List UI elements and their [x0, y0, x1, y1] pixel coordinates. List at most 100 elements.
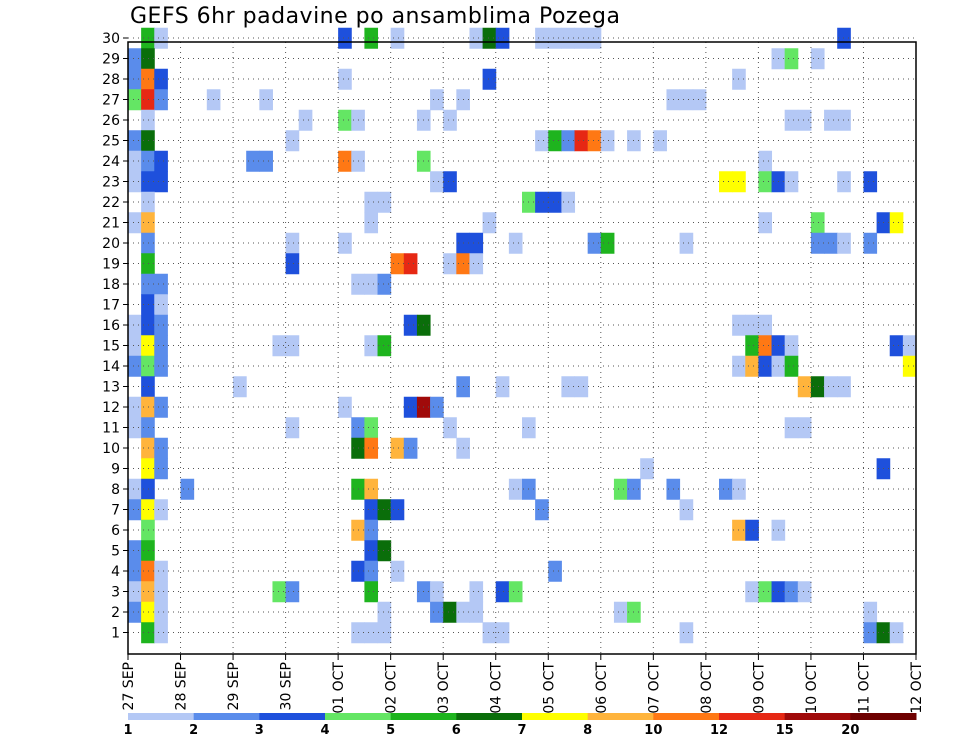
heatmap-cell: [902, 335, 917, 357]
heatmap-cell: [154, 396, 168, 418]
heatmap-cell: [758, 171, 773, 193]
heatmap-cell: [141, 437, 155, 459]
heatmap-cell: [824, 376, 838, 398]
heatmap-cell: [443, 417, 457, 439]
heatmap-cell: [128, 314, 142, 336]
y-tick-label: 15: [102, 339, 120, 355]
heatmap-cell: [797, 581, 812, 603]
heatmap-cell: [259, 89, 273, 111]
x-tick-label: 12 OCT: [909, 662, 925, 714]
heatmap-cell: [128, 68, 142, 90]
heatmap-cell: [141, 458, 155, 480]
heatmap-cell: [141, 68, 155, 90]
colorbar-swatch: [653, 713, 720, 720]
heatmap-cell: [535, 27, 549, 49]
heatmap-cell: [574, 376, 589, 398]
heatmap-cell: [154, 273, 168, 295]
heatmap-cell: [745, 335, 759, 357]
heatmap-cell: [797, 376, 812, 398]
heatmap-cell: [364, 212, 379, 234]
heatmap-cell: [797, 417, 812, 439]
heatmap-cell: [154, 355, 168, 377]
heatmap-cell: [364, 437, 379, 459]
heatmap-cell: [469, 581, 484, 603]
heatmap-cell: [837, 232, 851, 254]
heatmap-cell: [863, 232, 878, 254]
x-tick-label: 02 OCT: [384, 662, 400, 714]
heatmap-cell: [141, 294, 155, 316]
heatmap-cell: [443, 171, 457, 193]
heatmap-cell: [587, 27, 602, 49]
heatmap-cell: [128, 499, 142, 521]
heatmap-cell: [128, 601, 142, 623]
heatmap-cell: [679, 89, 694, 111]
heatmap-cell: [364, 540, 379, 562]
heatmap-cell: [285, 581, 300, 603]
heatmap-cell: [154, 27, 168, 49]
x-tick-label: 06 OCT: [594, 662, 610, 714]
heatmap-cell: [141, 232, 155, 254]
colorbar-swatch: [456, 713, 523, 720]
heatmap-cell: [784, 109, 799, 131]
heatmap-cell: [758, 314, 773, 336]
y-tick-label: 14: [102, 359, 120, 375]
colorbar-label: 4: [320, 723, 329, 738]
heatmap-cell: [692, 89, 707, 111]
x-tick-label: 03 OCT: [436, 662, 452, 714]
heatmap-cell: [495, 581, 510, 603]
heatmap-cell: [548, 191, 562, 213]
heatmap-cell: [141, 150, 155, 172]
heatmap-cell: [469, 601, 484, 623]
heatmap-cell: [535, 499, 549, 521]
heatmap-cell: [377, 191, 392, 213]
colorbar-swatch: [325, 713, 392, 720]
colorbar-label: 20: [841, 723, 859, 738]
heatmap-cell: [784, 417, 799, 439]
y-tick-label: 19: [102, 257, 120, 273]
heatmap-cell: [154, 294, 168, 316]
heatmap-cell: [508, 232, 523, 254]
heatmap-cell: [508, 478, 523, 500]
heatmap-cell: [141, 109, 155, 131]
x-tick-label: 01 OCT: [331, 662, 347, 714]
x-tick-label: 05 OCT: [541, 662, 557, 714]
y-tick-label: 17: [102, 298, 120, 314]
colorbar-label: 1: [123, 723, 132, 738]
heatmap-cell: [364, 27, 379, 49]
heatmap-cell: [719, 171, 733, 193]
heatmap-cell: [154, 68, 168, 90]
heatmap-cell: [141, 89, 155, 111]
colorbar-swatch: [259, 713, 326, 720]
heatmap-cell: [377, 273, 392, 295]
colorbar-label: 15: [776, 723, 794, 738]
x-tick-label: 11 OCT: [856, 662, 872, 714]
heatmap-cell: [128, 417, 142, 439]
heatmap-cell: [430, 171, 444, 193]
heatmap-cell: [719, 478, 733, 500]
heatmap-cell: [745, 519, 759, 541]
heatmap-cell: [495, 622, 510, 644]
colorbar-label: 12: [710, 723, 728, 738]
x-tick-label: 04 OCT: [489, 662, 505, 714]
heatmap-cell: [364, 499, 379, 521]
heatmap-cell: [495, 376, 510, 398]
colorbar-swatch: [522, 713, 589, 720]
y-tick-label: 18: [102, 277, 120, 293]
heatmap-cell: [154, 622, 168, 644]
heatmap-cell: [377, 499, 392, 521]
heatmap-cell: [141, 335, 155, 357]
heatmap-cell: [128, 478, 142, 500]
heatmap-cell: [154, 171, 168, 193]
x-tick-label: 09 OCT: [751, 662, 767, 714]
heatmap-cell: [298, 109, 313, 131]
colorbar-swatch: [193, 713, 260, 720]
heatmap-cell: [377, 601, 392, 623]
y-tick-label: 27: [102, 93, 120, 109]
heatmap-cell: [154, 458, 168, 480]
heatmap-cell: [364, 273, 379, 295]
heatmap-cell: [141, 581, 155, 603]
heatmap-cell: [128, 48, 142, 70]
y-tick-label: 11: [102, 421, 120, 437]
heatmap-cell: [403, 396, 418, 418]
